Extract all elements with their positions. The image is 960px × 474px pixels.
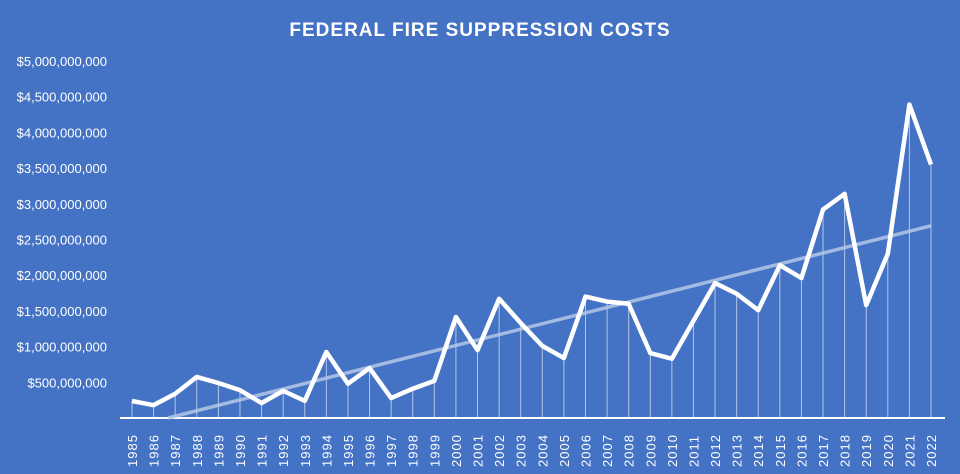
x-tick-label: 2005 [557, 434, 572, 467]
y-tick-label: $3,000,000,000 [17, 197, 107, 212]
x-tick-label: 2004 [535, 434, 550, 467]
y-tick-label: $4,500,000,000 [17, 90, 107, 105]
x-tick-label: 2002 [492, 434, 507, 467]
y-tick-label: $5,000,000,000 [17, 54, 107, 69]
x-tick-label: 2017 [816, 434, 831, 467]
x-tick-label: 2009 [643, 434, 658, 467]
x-tick-label: 2018 [838, 434, 853, 467]
y-axis-ticks: $500,000,000 $1,000,000,000 $1,500,000,000… [17, 54, 107, 390]
drop-lines [131, 104, 932, 418]
x-tick-label: 1990 [233, 434, 248, 467]
x-axis-ticks: 1985 1986 1987 1988 1989 1990 1991 1992 1993 1994… [125, 434, 939, 467]
y-tick-label: $2,500,000,000 [17, 233, 107, 248]
x-tick-label: 1989 [211, 434, 226, 467]
x-tick-label: 2006 [578, 434, 593, 467]
x-tick-label: 2016 [794, 434, 809, 467]
x-tick-label: 2010 [665, 434, 680, 467]
x-tick-label: 2003 [514, 434, 529, 467]
y-tick-label: $1,500,000,000 [17, 304, 107, 319]
x-tick-label: 1991 [255, 434, 270, 467]
x-tick-label: 1999 [427, 434, 442, 467]
x-tick-label: 1986 [147, 434, 162, 467]
x-tick-label: 2001 [471, 434, 486, 467]
x-tick-label: 2022 [924, 434, 939, 467]
x-tick-label: 2012 [708, 434, 723, 467]
y-tick-label: $2,000,000,000 [17, 268, 107, 283]
x-tick-label: 1987 [168, 434, 183, 467]
x-tick-label: 1994 [319, 434, 334, 467]
x-tick-label: 1988 [190, 434, 205, 467]
x-tick-label: 1993 [298, 434, 313, 467]
x-tick-label: 2011 [686, 435, 701, 467]
x-tick-label: 1985 [125, 434, 140, 467]
x-tick-label: 2019 [859, 434, 874, 467]
x-tick-label: 2014 [751, 434, 766, 467]
x-tick-label: 1992 [276, 434, 291, 467]
x-tick-label: 2000 [449, 434, 464, 467]
x-tick-label: 2015 [773, 434, 788, 467]
x-tick-label: 2020 [881, 434, 896, 467]
y-tick-label: $500,000,000 [27, 375, 107, 390]
y-tick-label: $4,000,000,000 [17, 125, 107, 140]
x-tick-label: 2007 [600, 434, 615, 467]
chart-title: FEDERAL FIRE SUPPRESSION COSTS [289, 20, 670, 41]
y-tick-label: $3,500,000,000 [17, 161, 107, 176]
y-tick-label: $1,000,000,000 [17, 340, 107, 355]
series-line [131, 102, 934, 408]
x-tick-label: 1997 [384, 434, 399, 467]
x-tick-label: 2021 [902, 434, 917, 467]
x-tick-label: 1996 [363, 434, 378, 467]
x-tick-label: 1995 [341, 434, 356, 467]
trend-line [167, 224, 932, 420]
x-tick-label: 2008 [622, 434, 637, 467]
x-tick-label: 1998 [406, 434, 421, 467]
x-tick-label: 2013 [730, 434, 745, 467]
